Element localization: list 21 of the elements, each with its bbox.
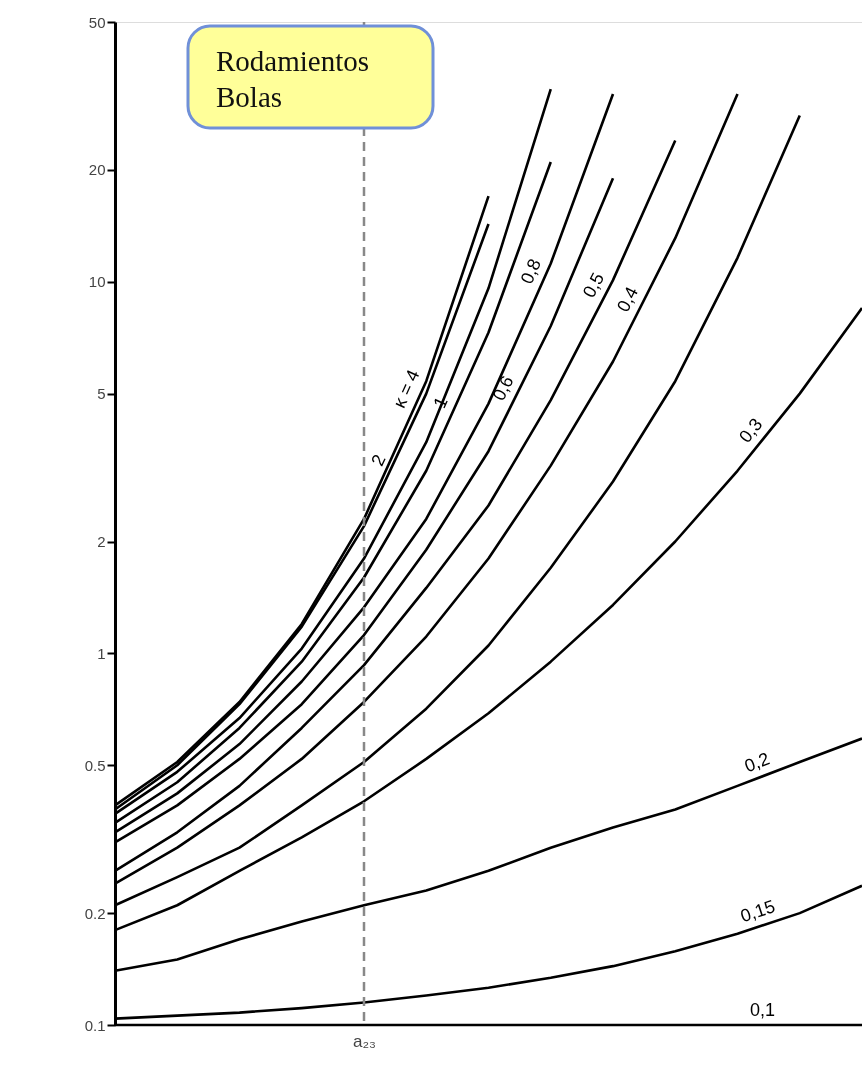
y-tick-label: 20 xyxy=(88,161,106,179)
y-tick-label: 2 xyxy=(97,533,106,551)
y-tick-label: 0.2 xyxy=(84,904,106,922)
x-tick-label: a₂₃ xyxy=(353,1031,376,1051)
y-tick-label: 0.1 xyxy=(84,1016,106,1034)
text: 0,6 xyxy=(488,372,518,404)
y-tick-label: 1 xyxy=(97,644,106,662)
text: 2 xyxy=(367,451,390,469)
text: κ = 4 xyxy=(389,366,424,411)
series-label: 0,1 xyxy=(749,1000,775,1020)
text: 0,8 xyxy=(516,255,546,287)
y-tick-label: 10 xyxy=(88,273,106,291)
text: 0,4 xyxy=(613,283,643,315)
text: 0,2 xyxy=(741,748,773,777)
annotation: Rodamientos Bolas xyxy=(216,45,370,113)
y-tick-label: 0.5 xyxy=(84,756,106,774)
text: 0,3 xyxy=(735,414,767,447)
text: 0,5 xyxy=(578,269,609,301)
y-tick-label: 50 xyxy=(88,13,106,31)
text: 0,15 xyxy=(737,896,778,927)
y-tick-label: 5 xyxy=(97,385,106,403)
